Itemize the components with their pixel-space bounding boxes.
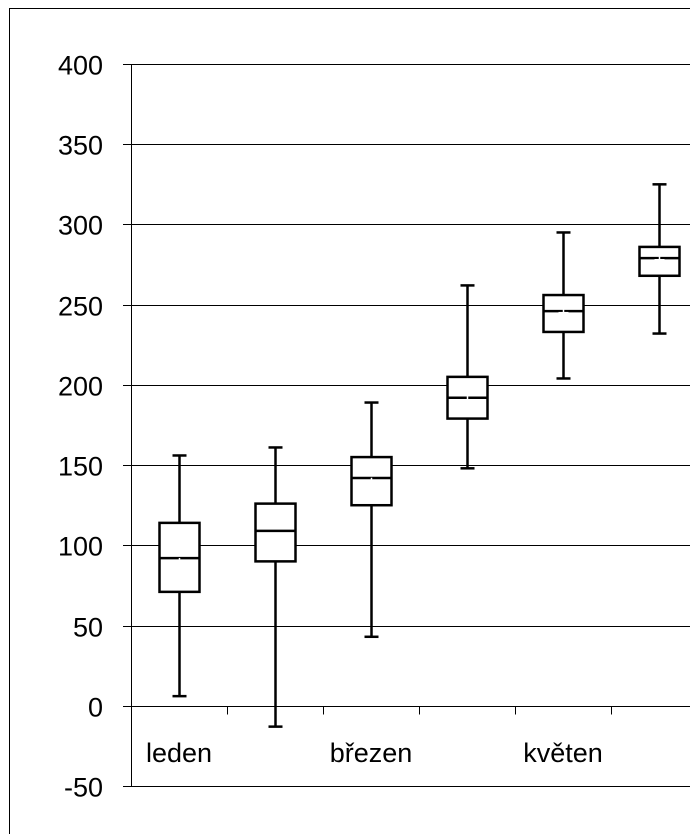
axes: [123, 64, 612, 787]
box-5: [544, 232, 584, 378]
x-tick-label: květen: [523, 738, 603, 768]
y-tick-label: 0: [88, 693, 103, 723]
box-2: [256, 447, 296, 726]
y-tick-label: 400: [58, 51, 103, 81]
chart-frame: [10, 9, 690, 835]
iqr-box: [256, 504, 296, 562]
gridlines: [131, 65, 690, 787]
box-1: [160, 455, 200, 696]
box-4: [448, 285, 488, 468]
y-tick-labels: 400 350 300 250 200 150 100 50 0 -50: [58, 51, 103, 803]
y-tick-label: 250: [58, 292, 103, 322]
y-tick-label: -50: [64, 773, 103, 803]
y-tick-label: 150: [58, 452, 103, 482]
y-tick-label: 300: [58, 211, 103, 241]
y-tick-label: 350: [58, 131, 103, 161]
box-3: [352, 403, 392, 637]
x-tick-label: leden: [146, 738, 212, 768]
y-tick-label: 200: [58, 372, 103, 402]
box-6: [640, 184, 680, 333]
boxes: [160, 184, 680, 726]
y-tick-label: 50: [73, 613, 103, 643]
y-tick-label: 100: [58, 532, 103, 562]
x-tick-labels: leden březen květen: [146, 738, 603, 768]
x-tick-label: březen: [330, 738, 413, 768]
